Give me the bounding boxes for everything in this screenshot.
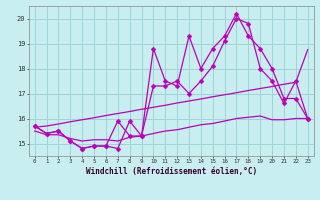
X-axis label: Windchill (Refroidissement éolien,°C): Windchill (Refroidissement éolien,°C)	[86, 167, 257, 176]
